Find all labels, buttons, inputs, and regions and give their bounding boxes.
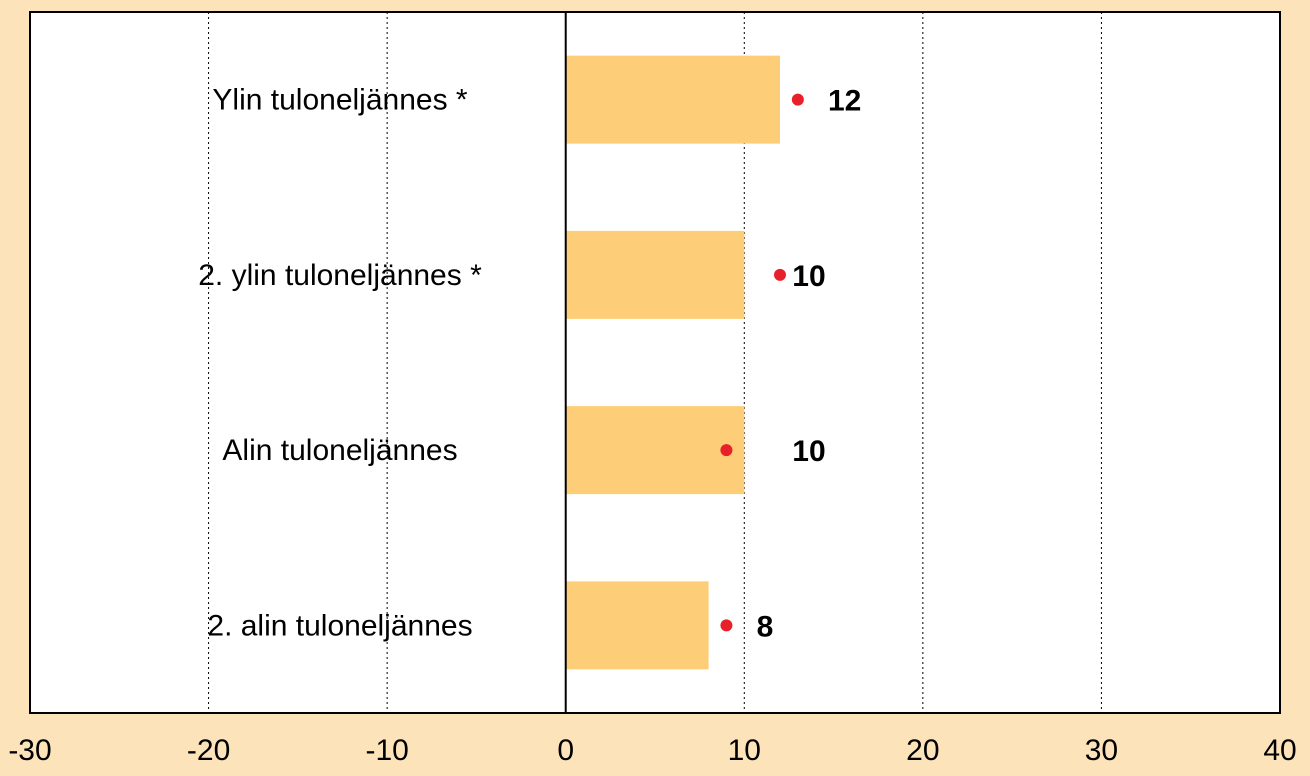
x-tick-label: -20 — [187, 734, 230, 767]
marker — [720, 619, 733, 632]
x-tick-label: 30 — [1085, 734, 1118, 767]
plot-border — [29, 11, 1281, 714]
marker — [774, 268, 786, 281]
data-label: 10 — [792, 260, 825, 293]
data-label: 8 — [757, 610, 774, 643]
x-tick-label: -10 — [365, 734, 408, 767]
marker — [791, 93, 804, 106]
marker — [720, 444, 733, 457]
category-label: 2. ylin tuloneljännes * — [198, 259, 482, 292]
x-tick-label: 40 — [1263, 734, 1296, 767]
category-label: Ylin tuloneljännes * — [212, 84, 468, 117]
data-label: 12 — [828, 85, 861, 118]
x-tick-label: 20 — [906, 734, 939, 767]
x-tick-label: 0 — [557, 734, 574, 767]
category-label: 2. alin tuloneljännes — [207, 609, 472, 642]
bar — [565, 581, 709, 670]
x-tick-label: -30 — [8, 734, 51, 767]
bar — [565, 230, 745, 319]
x-tick-label: 10 — [728, 734, 761, 767]
bar — [565, 55, 780, 144]
data-label: 10 — [792, 435, 825, 468]
bar — [565, 406, 745, 495]
category-label: Alin tuloneljännes — [222, 434, 457, 467]
